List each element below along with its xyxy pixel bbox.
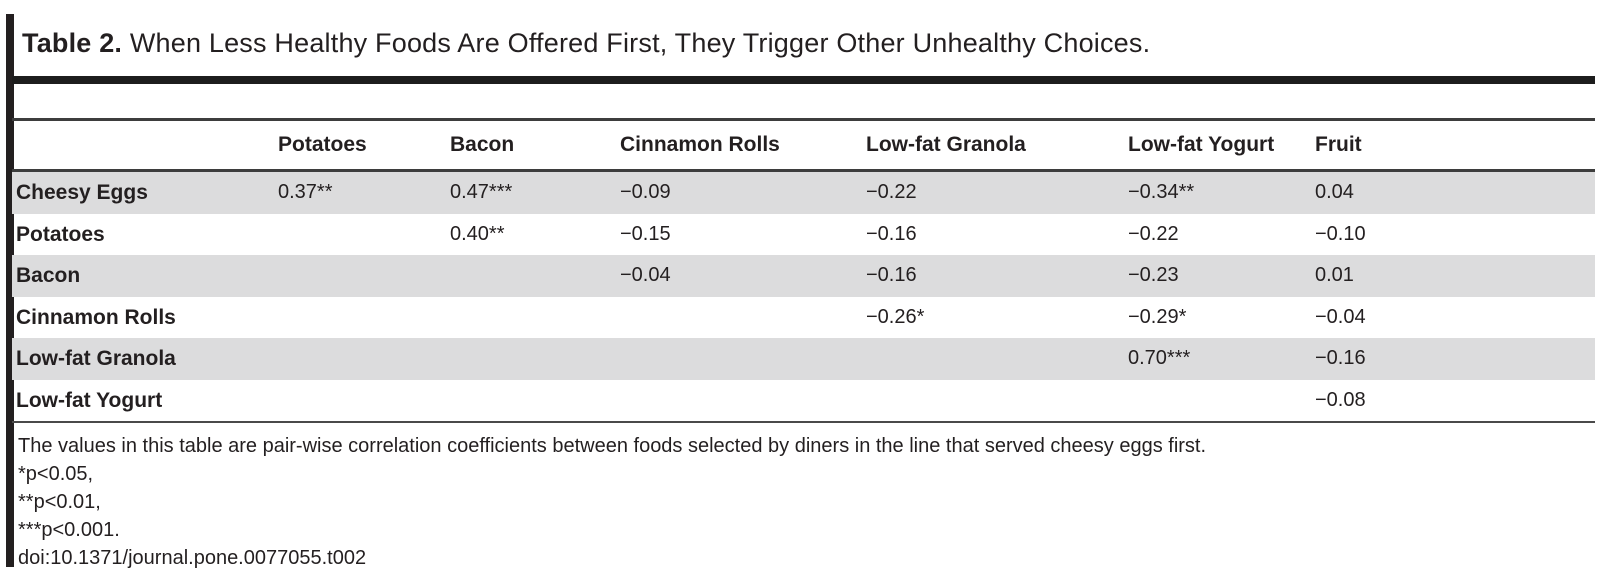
cell-value: −0.04 (620, 264, 671, 286)
table-row: Bacon −0.04 −0.16 −0.23 0.01 (12, 255, 1595, 297)
table-top-rule (12, 118, 1595, 121)
cell-value: −0.04 (1315, 305, 1366, 328)
cell-value: −0.22 (866, 181, 917, 203)
table-row: Cheesy Eggs 0.37** 0.47*** −0.09 −0.22 −… (12, 172, 1595, 214)
row-label: Bacon (16, 264, 81, 287)
cell-value (278, 338, 450, 380)
cell-value: 0.04 (1315, 181, 1354, 203)
table-header-row: Potatoes Bacon Cinnamon Rolls Low-fat Gr… (12, 121, 1595, 169)
left-margin-bar (6, 14, 14, 567)
cell-value (450, 255, 620, 297)
cell-value: 0.40** (450, 222, 505, 245)
row-label: Low-fat Yogurt (16, 388, 163, 412)
cell-value (278, 214, 450, 256)
cell-value (278, 255, 450, 297)
cell-value: 0.37** (278, 181, 333, 203)
doi-reference: doi:10.1371/journal.pone.0077055.t002 (18, 547, 367, 569)
table-row: Potatoes 0.40** −0.15 −0.16 −0.22 −0.10 (12, 214, 1595, 256)
cell-value (620, 338, 866, 380)
column-header-lowfat-granola: Low-fat Granola (866, 133, 1026, 156)
cell-value: −0.23 (1128, 264, 1179, 286)
cell-value (866, 380, 1128, 422)
cell-value: −0.26* (866, 305, 925, 328)
column-header-blank (12, 121, 278, 169)
cell-value: −0.08 (1315, 388, 1366, 411)
caption-divider-rule (12, 76, 1595, 84)
cell-value: −0.22 (1128, 222, 1179, 245)
cell-value: 0.47*** (450, 181, 513, 203)
table-row: Low-fat Yogurt −0.08 (12, 380, 1595, 422)
cell-value: −0.34** (1128, 181, 1195, 203)
cell-value (278, 297, 450, 339)
column-header-bacon: Bacon (450, 133, 515, 156)
cell-value (866, 338, 1128, 380)
cell-value: −0.09 (620, 181, 671, 203)
cell-value: −0.10 (1315, 222, 1366, 245)
header-divider-rule (12, 169, 1595, 172)
cell-value (450, 297, 620, 339)
footnote-significance-p001: **p<0.01, (18, 491, 101, 513)
row-label: Cinnamon Rolls (16, 305, 176, 329)
cell-value (450, 380, 620, 422)
cell-value: −0.15 (620, 222, 671, 245)
table-row: Low-fat Granola 0.70*** −0.16 (12, 338, 1595, 380)
row-label: Potatoes (16, 222, 105, 246)
cell-value: 0.70*** (1128, 347, 1191, 369)
column-header-potatoes: Potatoes (278, 133, 367, 156)
cell-value: −0.16 (866, 264, 917, 286)
cell-value: −0.29* (1128, 305, 1187, 328)
column-header-fruit: Fruit (1315, 133, 1362, 156)
cell-value (620, 380, 866, 422)
cell-value (620, 297, 866, 339)
cell-value: −0.16 (1315, 347, 1366, 369)
cell-value: −0.16 (866, 222, 917, 245)
table-caption: Table 2. When Less Healthy Foods Are Off… (22, 26, 1562, 60)
table-bottom-rule (12, 421, 1595, 423)
cell-value (278, 380, 450, 422)
table-row: Cinnamon Rolls −0.26* −0.29* −0.04 (12, 297, 1595, 339)
table-caption-title: When Less Healthy Foods Are Offered Firs… (129, 28, 1151, 58)
row-label: Low-fat Granola (16, 347, 176, 370)
footnote-significance-p0001: ***p<0.001. (18, 519, 120, 541)
footnote-description: The values in this table are pair-wise c… (18, 435, 1207, 457)
row-label: Cheesy Eggs (16, 181, 148, 204)
footnote-significance-p005: *p<0.05, (18, 463, 94, 485)
cell-value (450, 338, 620, 380)
column-header-cinnamon-rolls: Cinnamon Rolls (620, 133, 780, 156)
table-caption-number: Table 2. (22, 28, 123, 58)
cell-value (1128, 380, 1315, 422)
column-header-lowfat-yogurt: Low-fat Yogurt (1128, 133, 1275, 156)
cell-value: 0.01 (1315, 264, 1354, 286)
table-footnotes: The values in this table are pair-wise c… (18, 432, 1578, 572)
correlation-table: Potatoes Bacon Cinnamon Rolls Low-fat Gr… (12, 118, 1595, 423)
